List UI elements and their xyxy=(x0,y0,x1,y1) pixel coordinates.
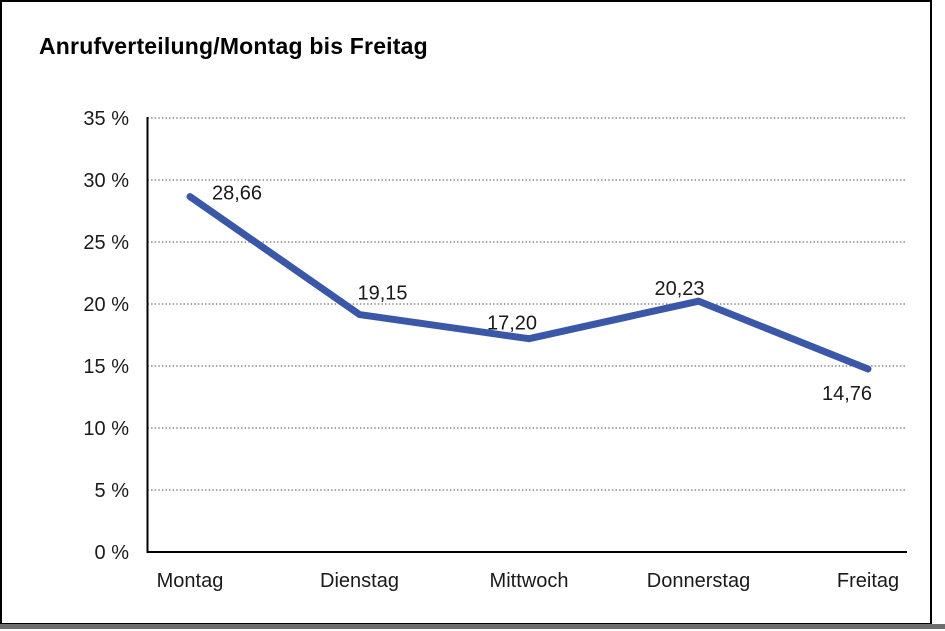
y-tick-label: 30 % xyxy=(83,170,129,192)
y-tick-label: 25 % xyxy=(83,232,129,254)
x-category-label: Mittwoch xyxy=(490,570,569,592)
x-category-label: Montag xyxy=(157,570,224,592)
y-tick-label: 10 % xyxy=(83,418,129,440)
y-tick-label: 15 % xyxy=(83,356,129,378)
data-point-label: 20,23 xyxy=(655,278,705,300)
chart-frame: Anrufverteilung/Montag bis Freitag 0 % 5 … xyxy=(0,0,932,625)
data-line xyxy=(186,193,872,373)
data-point-label: 19,15 xyxy=(358,283,408,305)
y-tick-label: 5 % xyxy=(95,480,130,502)
data-point-label: 17,20 xyxy=(487,313,537,335)
data-point-label: 14,76 xyxy=(822,383,872,405)
window-bottom-edge xyxy=(0,624,945,629)
x-category-label: Dienstag xyxy=(320,570,399,592)
y-tick-label: 35 % xyxy=(83,108,129,130)
y-tick-label: 0 % xyxy=(95,542,130,564)
data-point-label: 28,66 xyxy=(212,183,262,205)
y-tick-label: 20 % xyxy=(83,294,129,316)
x-category-label: Freitag xyxy=(837,570,899,592)
x-category-label: Donnerstag xyxy=(647,570,750,592)
chart-title: Anrufverteilung/Montag bis Freitag xyxy=(39,33,428,59)
